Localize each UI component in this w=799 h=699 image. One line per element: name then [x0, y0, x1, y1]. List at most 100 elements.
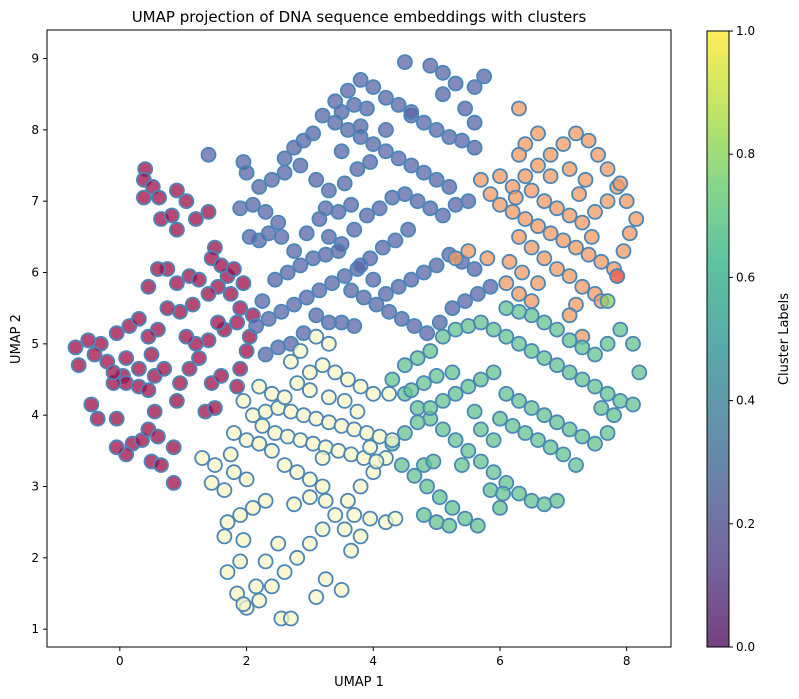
scatter-point [346, 221, 363, 238]
scatter-point [257, 346, 274, 363]
scatter-point [241, 228, 258, 245]
scatter-point [403, 382, 420, 399]
scatter-point [320, 414, 337, 431]
scatter-point [168, 275, 185, 292]
colorbar-ticks: 0.0 0.2 0.4 0.6 0.8 1.0 [729, 24, 755, 654]
scatter-point [577, 171, 594, 188]
scatter-point [460, 378, 477, 395]
scatter-point [555, 136, 572, 153]
scatter-point [216, 528, 233, 545]
scatter-point [390, 97, 407, 113]
scatter-point [210, 314, 226, 331]
scatter-point [409, 414, 426, 431]
scatter-point [330, 442, 347, 459]
scatter-point [140, 278, 157, 295]
scatter-point [352, 478, 369, 495]
scatter-point [213, 257, 230, 274]
scatter-point [358, 425, 375, 441]
scatter-point [308, 410, 325, 427]
scatter-point [476, 68, 493, 85]
scatter-point [415, 264, 432, 281]
scatter-point [165, 474, 182, 491]
scatter-point [434, 207, 451, 224]
scatter-point [67, 339, 84, 356]
scatter-point [530, 125, 546, 142]
scatter-point [536, 407, 553, 424]
scatter-point [511, 392, 527, 409]
scatter-point [130, 360, 147, 377]
scatter-point [232, 360, 249, 377]
y-tick-label: 2 [31, 551, 39, 565]
scatter-point [457, 293, 474, 310]
scatter-point [172, 375, 188, 392]
scatter-point [501, 253, 518, 270]
scatter-point [267, 271, 284, 288]
scatter-point [580, 132, 597, 149]
x-tick-label: 0 [116, 654, 124, 668]
scatter-point [232, 300, 249, 317]
scatter-point [561, 268, 578, 285]
scatter-point [314, 357, 331, 374]
scatter-point [523, 239, 540, 256]
scatter-point [371, 200, 388, 217]
scatter-point [178, 328, 195, 345]
scatter-point [308, 171, 325, 188]
scatter-point [419, 325, 436, 342]
scatter-point [257, 203, 274, 220]
scatter-point [225, 464, 242, 481]
scatter-point [387, 232, 404, 249]
scatter-point [447, 75, 464, 92]
scatter-point [238, 471, 255, 488]
scatter-point [191, 271, 207, 288]
scatter-point [428, 257, 445, 274]
scatter-point [431, 314, 448, 331]
scatter-point [599, 385, 616, 402]
scatter-point [434, 64, 451, 81]
x-axis-ticks: 0 2 4 6 8 [116, 647, 630, 668]
scatter-point [251, 178, 268, 195]
scatter-point [343, 446, 360, 463]
scatter-point [235, 596, 252, 613]
scatter-point [320, 389, 337, 406]
points-layer [67, 54, 648, 627]
scatter-point [593, 253, 610, 270]
y-tick-label: 3 [31, 480, 39, 494]
scatter-point [574, 339, 591, 356]
scatter-point [568, 125, 584, 142]
scatter-point [263, 385, 280, 402]
scatter-point [415, 164, 432, 181]
scatter-point [159, 300, 176, 317]
scatter-point [352, 72, 369, 88]
scatter-point [606, 407, 622, 424]
scatter-point [384, 432, 401, 449]
y-tick-label: 6 [31, 266, 39, 280]
scatter-point [320, 335, 337, 352]
scatter-point [368, 453, 385, 470]
scatter-point [232, 553, 249, 570]
scatter-point [599, 425, 616, 441]
scatter-point [168, 182, 185, 199]
scatter-point [549, 414, 565, 431]
scatter-point [381, 303, 398, 320]
scatter-point [625, 396, 641, 413]
scatter-point [248, 318, 265, 334]
scatter-point [349, 403, 366, 420]
scatter-point [70, 357, 87, 374]
scatter-point [244, 196, 261, 213]
scatter-point [222, 285, 239, 302]
scatter-point [609, 268, 626, 285]
scatter-point [447, 385, 464, 402]
scatter-point [346, 318, 363, 334]
y-tick-label: 4 [31, 408, 39, 422]
scatter-point [235, 275, 252, 292]
scatter-point [419, 478, 436, 495]
y-tick-label: 5 [31, 337, 39, 351]
scatter-point [263, 171, 280, 188]
scatter-point [229, 378, 246, 395]
scatter-point [163, 207, 180, 224]
scatter-point [561, 207, 578, 224]
scatter-point [168, 221, 185, 238]
scatter-point [444, 364, 461, 381]
scatter-point [618, 193, 635, 210]
scatter-point [365, 271, 382, 288]
